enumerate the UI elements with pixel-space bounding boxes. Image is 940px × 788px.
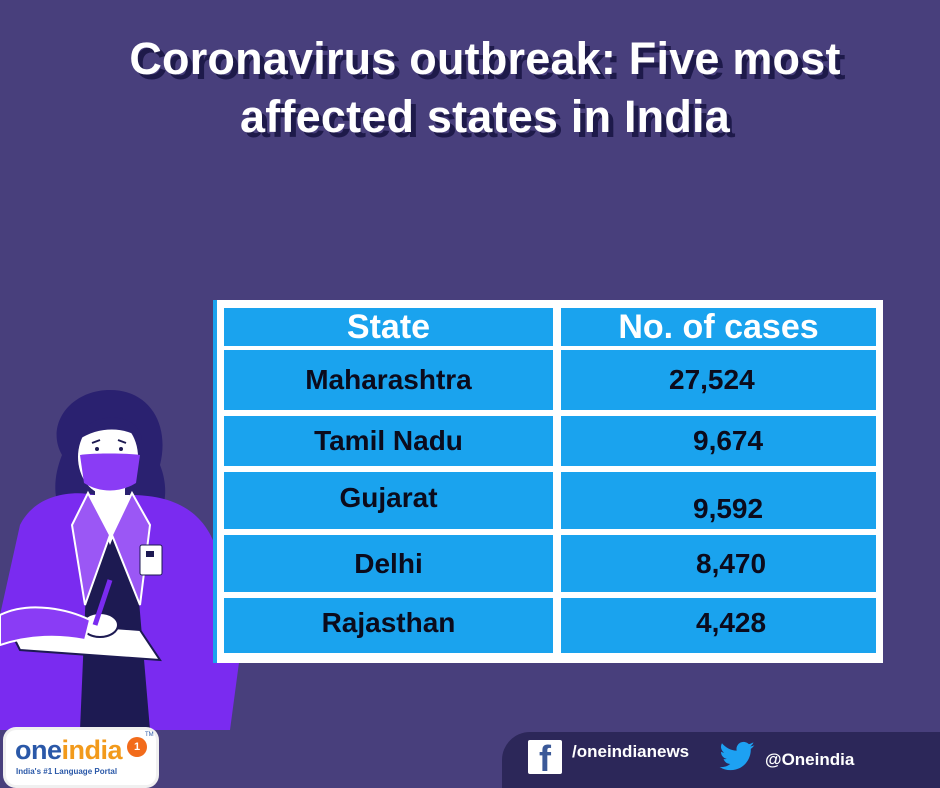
cell-state-gujarat: Gujarat <box>224 472 553 529</box>
logo-badge: 1 <box>127 737 147 757</box>
table-edge <box>213 300 217 663</box>
twitter-icon <box>719 741 755 771</box>
facebook-handle: /oneindianews <box>572 742 690 761</box>
logo-wordmark: oneindia <box>15 735 123 765</box>
cell-state-maharashtra: Maharashtra <box>224 350 553 410</box>
cell-cases-tamil-nadu: 9,674 <box>561 416 876 466</box>
cell-cases-maharashtra: 27,524 <box>561 350 876 410</box>
logo-tm: TM <box>145 732 154 738</box>
header-cases: No. of cases <box>561 308 876 346</box>
cases-table: State No. of cases Maharashtra 27,524 Ta… <box>213 300 883 663</box>
twitter-handle: @Oneindia <box>765 750 855 769</box>
oneindia-logo[interactable]: oneindia 1 TM India's #1 Language Portal <box>6 730 156 785</box>
social-bar: f /oneindianews @Oneindia <box>502 732 940 788</box>
facebook-link[interactable]: f /oneindianews <box>528 740 689 774</box>
header-state: State <box>224 308 553 346</box>
cell-cases-rajasthan: 4,428 <box>561 598 876 653</box>
title-line-1: Coronavirus outbreak: Five most <box>129 33 841 84</box>
page-title: Coronavirus outbreak: Five most affected… <box>0 30 940 146</box>
doctor-illustration <box>0 390 240 730</box>
cell-cases-delhi: 8,470 <box>561 535 876 592</box>
title-line-2: affected states in India <box>240 91 730 142</box>
cell-state-delhi: Delhi <box>224 535 553 592</box>
cell-state-tamil-nadu: Tamil Nadu <box>224 416 553 466</box>
facebook-icon: f <box>528 740 562 774</box>
twitter-link[interactable]: @Oneindia <box>715 738 854 776</box>
logo-tagline: India's #1 Language Portal <box>16 767 118 776</box>
cell-state-rajasthan: Rajasthan <box>224 598 553 653</box>
cell-cases-gujarat: 9,592 <box>561 472 876 529</box>
